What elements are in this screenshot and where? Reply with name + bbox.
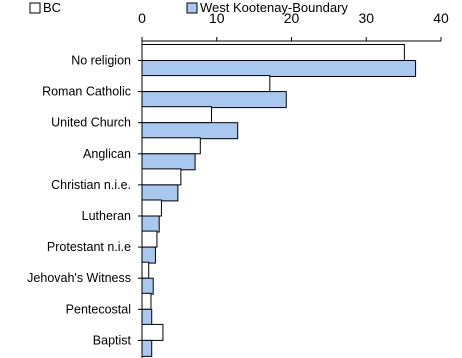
bar-bc [141,292,152,310]
category-label: Anglican [83,147,131,161]
bar-west-kootenay-boundary [141,308,153,326]
legend: BC West Kootenay-Boundary [29,0,348,15]
bar-west-kootenay-boundary [141,153,196,171]
category-label: Protestant n.i.e [47,240,131,254]
category-label: United Church [51,116,131,130]
category-label: Christian n.i.e. [51,178,131,192]
bar-west-kootenay-boundary [141,122,239,140]
legend-label-bc: BC [43,0,61,15]
x-tick-label: 10 [209,10,225,26]
category-label: Pentecostal [66,302,131,316]
legend-label-wkb: West Kootenay-Boundary [200,0,348,15]
bar-west-kootenay-boundary [141,339,153,357]
bar-bc [141,323,164,341]
category-label: Lutheran [82,209,131,223]
bar-west-kootenay-boundary [141,277,154,295]
bar-bc [141,230,158,248]
category-label: Roman Catholic [42,85,131,99]
bar-bc [141,75,271,93]
bar-bc [141,106,213,124]
legend-swatch-wkb [186,2,198,14]
category-label: Baptist [93,333,132,347]
bar-west-kootenay-boundary [141,91,287,109]
x-tick-label: 0 [138,10,146,26]
bar-west-kootenay-boundary [141,246,156,264]
bar-bc [141,168,182,186]
category-label: No religion [71,54,131,68]
bar-bc [141,199,162,217]
bar-west-kootenay-boundary [141,60,417,77]
bar-bc [141,261,150,279]
category-label: Jehovah's Witness [27,271,131,285]
bar-bc [141,44,405,61]
category-labels: No religion Roman Catholic United Church An… [27,54,131,348]
x-tick-label: 20 [284,10,300,26]
bar-bc [141,137,201,155]
legend-swatch-bc [29,2,41,14]
x-tick-label: 30 [358,10,374,26]
bars [141,44,417,357]
x-axis: 0 10 20 30 40 [138,10,449,42]
y-axis [138,41,143,358]
bar-west-kootenay-boundary [141,215,160,233]
bar-west-kootenay-boundary [141,184,179,202]
x-tick-label: 40 [433,10,449,26]
